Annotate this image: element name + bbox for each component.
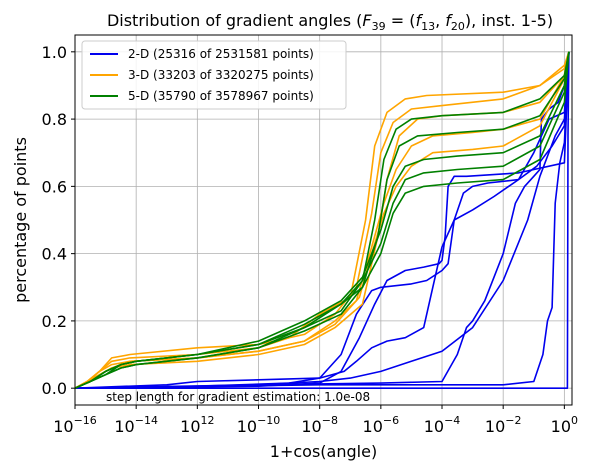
legend-entry: 3-D (33203 of 3320275 points): [128, 68, 314, 82]
plot-frame: [74, 34, 573, 406]
series-line-1-instance-3: [74, 51, 570, 389]
series-line-3-instance-4: [74, 51, 570, 389]
y-tick-label: 1.0: [42, 43, 67, 62]
legend: 2-D (25316 of 2531581 points) 3-D (33203 …: [81, 40, 347, 110]
x-tick-label: 10−8: [301, 414, 338, 436]
y-axis-label: percentage of points: [11, 137, 30, 303]
axis-ticks: 10−16 10−14 1012 10−10 10−8 10−6 10−4 10−2 100 0.…: [42, 43, 578, 436]
series-line-1-instance-5: [74, 51, 570, 389]
step-length-annotation: step length for gradient estimation: 1.0…: [106, 390, 370, 404]
legend-entry: 2-D (25316 of 2531581 points): [128, 47, 314, 61]
series-lines: [74, 51, 570, 389]
y-tick-label: 0.2: [42, 312, 67, 331]
x-tick-label: 10−4: [424, 414, 461, 436]
legend-box: [81, 40, 347, 110]
series-line-1-instance-7: [75, 51, 570, 389]
y-tick-label: 0.8: [42, 110, 67, 129]
chart-title-pre: Distribution of gradient angles (: [107, 11, 362, 30]
x-tick-label: 100: [551, 414, 578, 436]
series-line-1-instance-1: [74, 51, 570, 389]
y-tick-label: 0.0: [42, 379, 67, 398]
y-tick-label: 0.4: [42, 245, 67, 264]
x-tick-label: 10−2: [485, 414, 522, 436]
series-line-3-instance-5: [74, 51, 570, 389]
x-tick-label: 10−10: [237, 414, 281, 436]
x-axis-label: 1+cos(angle): [270, 442, 377, 461]
x-tick-label: 10−16: [53, 414, 97, 436]
y-tick-label: 0.6: [42, 177, 67, 196]
x-tick-label: 10−6: [363, 414, 400, 436]
x-tick-label: 1012: [180, 414, 214, 436]
chart-title: Distribution of gradient angles (F39 = (…: [107, 11, 553, 33]
series-line-1-instance-4: [74, 51, 570, 389]
x-tick-label: 10−14: [114, 414, 158, 436]
legend-entry: 5-D (35790 of 3578967 points): [128, 89, 314, 103]
